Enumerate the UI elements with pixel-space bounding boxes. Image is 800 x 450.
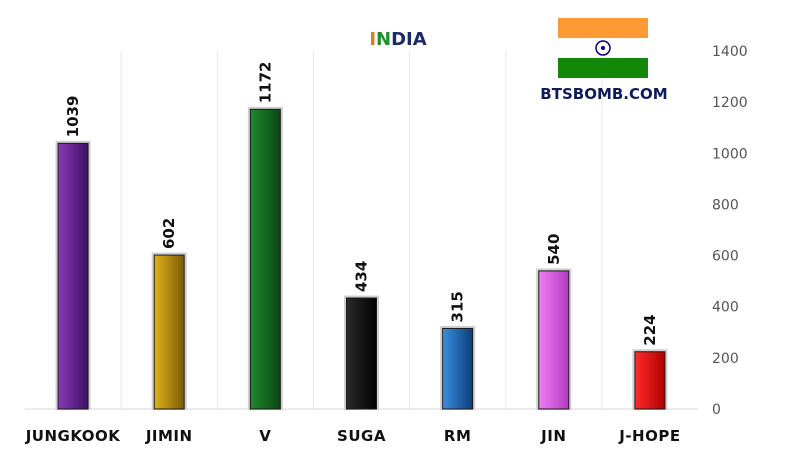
bar-jimin [153, 254, 185, 410]
bar-j-hope [634, 351, 666, 410]
value-label: 1039 [64, 96, 82, 138]
y-tick-label: 400 [712, 300, 739, 316]
value-label: 315 [449, 291, 467, 322]
category-label: RM [444, 427, 471, 445]
category-label: JIN [540, 427, 566, 445]
india-flag-icon [558, 18, 648, 78]
bar-jungkook [57, 142, 89, 410]
y-tick-label: 800 [712, 197, 739, 213]
category-labels: JUNGKOOK JIMIN V SUGA RM JIN J-HOPE [25, 427, 680, 445]
y-axis-ticks: 0 200 400 600 800 1000 1200 1400 [712, 44, 748, 418]
category-label: V [259, 427, 271, 445]
value-label: 540 [545, 234, 563, 265]
y-tick-label: 1200 [712, 95, 748, 111]
bar-suga [346, 297, 377, 410]
value-label: 224 [641, 314, 659, 345]
chart-title-part: N [376, 29, 391, 50]
category-label: JIMIN [145, 427, 193, 445]
value-label: 1172 [256, 62, 274, 104]
bar-rm [442, 327, 474, 410]
y-tick-label: 200 [712, 351, 739, 367]
y-tick-label: 0 [712, 402, 721, 418]
chart-title-part: DIA [391, 29, 427, 50]
value-label: 602 [160, 218, 178, 249]
y-tick-label: 1400 [712, 44, 748, 60]
y-tick-label: 600 [712, 249, 739, 265]
bars [55, 106, 668, 411]
category-label: J-HOPE [618, 427, 680, 445]
category-label: JUNGKOOK [25, 427, 122, 445]
chart-title: INDIA [369, 29, 426, 50]
value-label: 434 [353, 261, 371, 292]
bar-v [249, 108, 281, 410]
category-label: SUGA [337, 427, 386, 445]
y-tick-label: 1000 [712, 146, 748, 162]
watermark-text: BTSBOMB.COM [540, 85, 667, 103]
chart-title-part: I [369, 29, 376, 50]
bar-jin [538, 270, 570, 410]
value-labels: 1039 602 1172 434 315 540 224 [64, 62, 659, 346]
